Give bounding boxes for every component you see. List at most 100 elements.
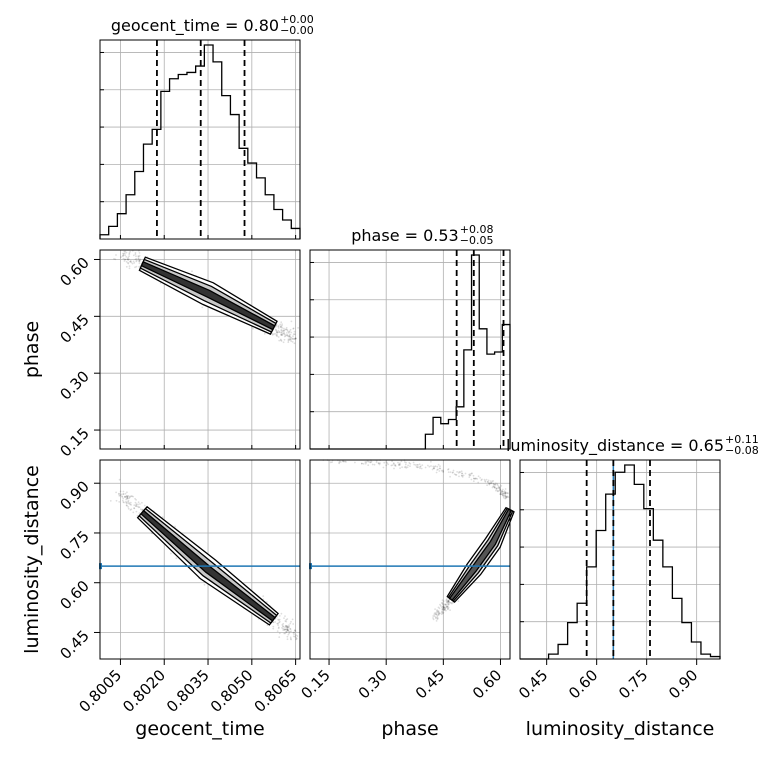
sample-point	[127, 261, 129, 264]
sample-point	[364, 462, 367, 465]
sample-point	[121, 496, 124, 498]
sample-point	[286, 629, 289, 632]
sample-point	[283, 331, 285, 334]
sample-point	[437, 463, 440, 466]
sample-point	[274, 328, 277, 331]
sample-point	[432, 618, 435, 621]
sample-point	[133, 507, 136, 509]
sample-point	[475, 477, 477, 480]
sample-point	[379, 462, 381, 465]
sample-point	[288, 332, 290, 334]
sample-point	[441, 601, 444, 604]
sample-point	[442, 471, 445, 473]
sample-point	[122, 254, 125, 256]
sample-point	[287, 628, 289, 631]
sample-point	[500, 493, 502, 495]
sample-point	[439, 467, 442, 470]
title-lower-error: −0.08	[725, 444, 759, 457]
sample-point	[282, 622, 285, 625]
sample-point	[499, 488, 502, 491]
sample-point	[399, 462, 401, 464]
sample-point	[504, 491, 507, 494]
sample-point	[279, 323, 282, 326]
sample-point	[443, 609, 445, 611]
sample-point	[284, 620, 287, 622]
contour-level-2	[448, 508, 513, 602]
sample-point	[286, 334, 289, 336]
sample-point	[295, 637, 298, 640]
sample-point	[124, 496, 127, 499]
sample-point	[394, 464, 396, 467]
sample-point	[288, 334, 291, 337]
sample-point	[501, 490, 504, 493]
sample-point	[505, 495, 507, 498]
sample-point	[447, 603, 450, 605]
sample-point	[139, 503, 141, 505]
sample-point	[499, 493, 501, 495]
sample-point	[416, 464, 418, 466]
sample-point	[432, 465, 435, 468]
sample-point	[130, 495, 133, 498]
sample-point	[496, 483, 499, 485]
sample-point	[419, 466, 421, 468]
sample-point	[490, 482, 493, 484]
sample-point	[489, 480, 492, 482]
sample-point	[446, 606, 448, 609]
sample-point	[435, 471, 438, 474]
sample-point	[329, 461, 332, 464]
sample-point	[118, 493, 120, 495]
sample-point	[138, 506, 141, 509]
sample-point	[441, 608, 444, 611]
sample-point	[126, 258, 129, 260]
sample-point	[293, 633, 295, 636]
histogram-luminosity_distance	[520, 464, 721, 660]
y-axis-luminosity_distance: 0.45 0.60 0.75 0.90 luminosity_distance	[21, 465, 100, 663]
sample-point	[506, 496, 508, 499]
y-tick-label: 0.30	[56, 367, 92, 403]
sample-point	[123, 501, 125, 504]
sample-point	[138, 262, 141, 265]
sample-point	[338, 460, 341, 463]
sample-point	[290, 340, 293, 343]
sample-point	[122, 493, 125, 495]
sample-point	[473, 477, 475, 480]
sample-point	[137, 503, 139, 506]
sample-point	[124, 495, 126, 498]
sample-point	[278, 621, 280, 624]
sample-point	[174, 525, 176, 528]
sample-point	[135, 260, 138, 263]
sample-point	[135, 257, 138, 260]
sample-point	[445, 609, 447, 612]
sample-point	[275, 334, 278, 337]
sample-point	[430, 465, 432, 467]
sample-point	[494, 486, 496, 488]
sample-point	[470, 478, 473, 481]
sample-point	[119, 494, 122, 497]
sample-point	[203, 583, 206, 586]
sample-point	[447, 600, 450, 603]
sample-point	[293, 337, 296, 340]
sample-point	[405, 461, 407, 464]
sample-point	[293, 333, 296, 336]
sample-point	[274, 333, 277, 335]
sample-point	[290, 630, 292, 633]
sample-point	[404, 465, 407, 468]
sample-point	[280, 612, 283, 615]
sample-point	[278, 620, 281, 623]
panel-frame	[309, 459, 511, 660]
y-tick-label: 0.90	[56, 477, 92, 513]
sample-point	[442, 600, 445, 602]
sample-point	[125, 497, 128, 500]
sample-point	[282, 329, 285, 332]
sample-point	[495, 488, 498, 490]
sample-point	[409, 462, 412, 465]
sample-point	[383, 461, 386, 464]
sample-point	[362, 463, 365, 465]
sample-point	[131, 262, 134, 265]
sample-point	[132, 495, 135, 498]
sample-point	[435, 613, 437, 615]
sample-point	[126, 504, 128, 507]
sample-point	[406, 466, 409, 469]
sample-point	[122, 257, 125, 260]
sample-point	[290, 638, 292, 641]
